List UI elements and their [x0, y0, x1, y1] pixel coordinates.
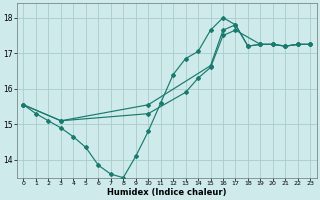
- X-axis label: Humidex (Indice chaleur): Humidex (Indice chaleur): [107, 188, 227, 197]
